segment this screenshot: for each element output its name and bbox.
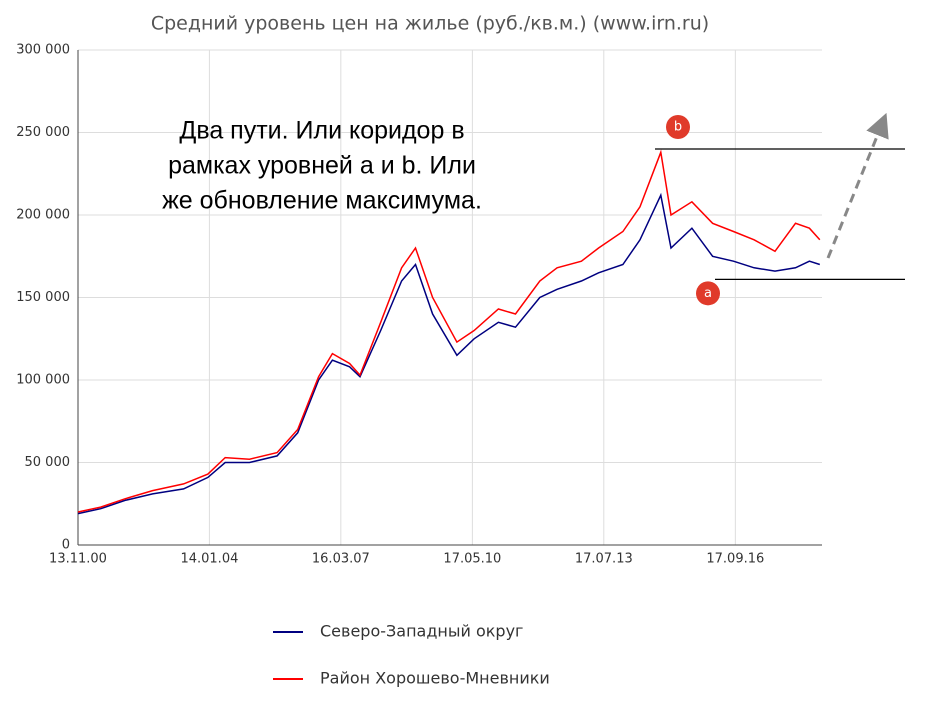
line — [77, 149, 821, 513]
y-tick-label: 50 000 — [25, 455, 71, 470]
y-tick-label: 150 000 — [16, 290, 70, 305]
x-tick-label: 16.03.07 — [312, 552, 370, 567]
annotation: Два пути. Или коридор в — [179, 117, 464, 145]
line — [77, 192, 821, 515]
x-tick-label: 17.07.13 — [575, 552, 633, 567]
legend-label: Район Хорошево-Мневники — [320, 669, 550, 688]
level-label: b — [674, 120, 682, 135]
y-tick-label: 0 — [62, 538, 70, 553]
chart-title: Средний уровень цен на жилье (руб./кв.м.… — [151, 13, 709, 35]
x-tick-label: 13.11.00 — [49, 552, 107, 567]
y-tick-label: 300 000 — [16, 43, 70, 58]
level-label: a — [704, 286, 712, 301]
x-tick-label: 14.01.04 — [180, 552, 238, 567]
level-badge — [696, 281, 720, 306]
y-tick-label: 250 000 — [16, 125, 70, 140]
y-tick-label: 100 000 — [16, 373, 70, 388]
annotation: же обновление максимума. — [162, 187, 482, 215]
x-tick-label: 17.05.10 — [443, 552, 501, 567]
arrow — [826, 112, 889, 259]
x-tick-label: 17.09.16 — [706, 552, 764, 567]
y-tick-label: 200 000 — [16, 208, 70, 223]
annotation: рамках уровней а и b. Или — [168, 152, 476, 180]
legend-label: Северо-Западный округ — [320, 622, 523, 641]
level-badge — [666, 115, 690, 139]
